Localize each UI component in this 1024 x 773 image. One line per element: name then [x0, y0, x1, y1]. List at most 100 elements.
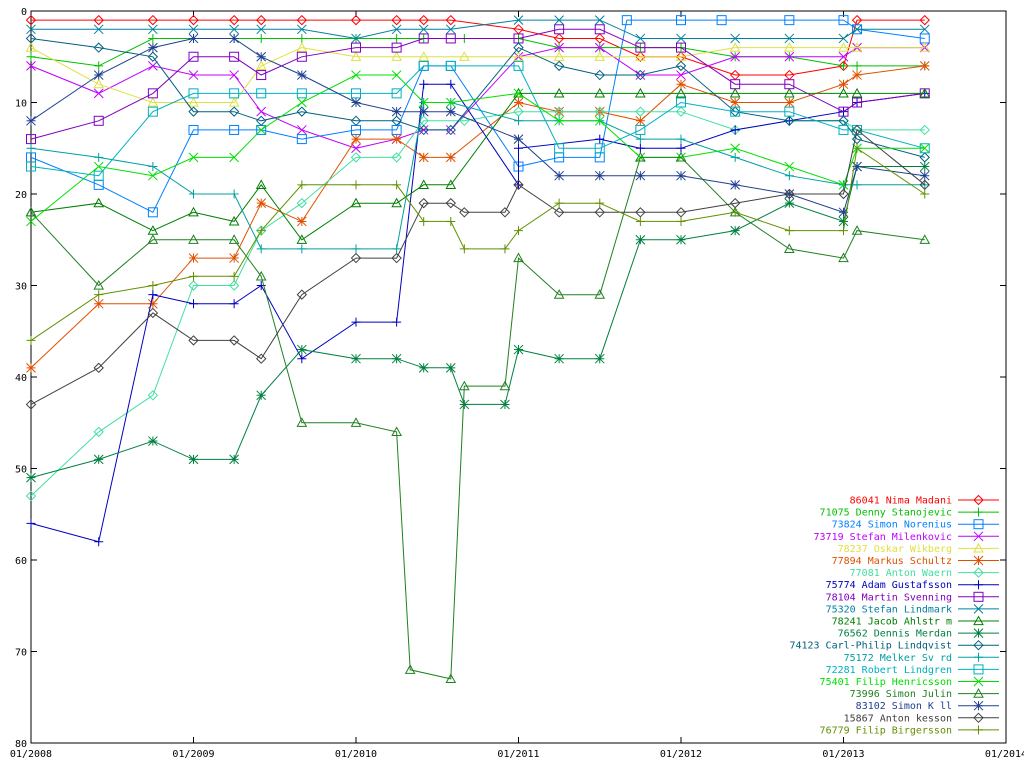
data-point: [256, 88, 267, 99]
data-point: [148, 290, 158, 300]
data-point: [418, 106, 429, 117]
data-point: [391, 88, 402, 99]
data-point: [391, 51, 402, 61]
data-point: [296, 344, 307, 355]
data-point: [676, 143, 686, 153]
series-line: [30, 38, 925, 213]
legend-label: 78104 Martin Svenning: [826, 592, 952, 603]
data-point: [392, 180, 402, 190]
legend-label: 74123 Carl-Philip Lindqvist: [789, 641, 952, 652]
series-1: [26, 33, 930, 71]
legend-marker: [973, 628, 984, 638]
data-point: [351, 134, 361, 144]
data-point: [676, 170, 686, 181]
data-point: [25, 490, 37, 502]
data-point: [296, 97, 307, 108]
data-point: [676, 97, 686, 108]
data-point: [675, 207, 687, 218]
data-point: [514, 143, 523, 153]
data-point: [635, 87, 646, 98]
data-point: [188, 70, 199, 80]
data-point: [229, 24, 239, 35]
legend-marker: [973, 639, 984, 651]
data-point: [26, 472, 36, 483]
series-line: [30, 65, 925, 369]
data-point: [445, 179, 457, 189]
data-point: [26, 335, 36, 345]
data-point: [229, 33, 239, 44]
y-tick-label: 80: [15, 739, 27, 750]
series-5: [26, 61, 930, 373]
data-point: [418, 24, 429, 35]
data-point: [418, 14, 429, 26]
series-line: [30, 166, 925, 479]
data-point: [188, 106, 199, 117]
y-tick-label: 0: [21, 7, 27, 18]
data-point: [148, 170, 158, 181]
data-point: [228, 96, 240, 107]
data-point: [729, 197, 741, 209]
data-point: [229, 454, 239, 465]
data-point: [229, 88, 240, 99]
data-point: [296, 106, 308, 117]
data-point: [513, 179, 524, 191]
series-7: [26, 79, 930, 547]
data-point: [229, 124, 240, 135]
data-point: [147, 234, 159, 244]
data-point: [838, 124, 849, 135]
data-point: [635, 134, 645, 144]
data-point: [351, 70, 361, 80]
data-point: [26, 518, 36, 528]
data-point: [229, 51, 240, 62]
data-point: [594, 106, 605, 117]
data-point: [391, 24, 402, 35]
data-point: [554, 15, 564, 26]
data-point: [418, 179, 430, 189]
data-point: [838, 188, 849, 200]
y-tick-label: 60: [15, 556, 27, 567]
data-point: [784, 33, 795, 44]
legend-marker: [973, 664, 984, 675]
data-point: [852, 61, 862, 71]
data-point: [93, 115, 104, 126]
data-point: [553, 106, 565, 117]
data-point: [784, 161, 795, 172]
data-point: [553, 207, 565, 218]
data-point: [296, 417, 308, 427]
data-point: [188, 33, 199, 44]
data-point: [838, 79, 849, 90]
legend-label: 75172 Melker Sv rd: [844, 653, 952, 664]
data-point: [675, 106, 687, 117]
data-point: [513, 60, 524, 71]
data-point: [514, 116, 523, 126]
data-point: [229, 189, 239, 199]
data-point: [445, 97, 456, 108]
data-point: [594, 33, 605, 44]
series-line: [30, 65, 925, 177]
data-point: [255, 179, 267, 189]
data-point: [554, 143, 565, 154]
data-point: [676, 79, 686, 90]
data-point: [675, 60, 687, 72]
series-8: [26, 24, 930, 145]
data-point: [93, 78, 105, 89]
data-point: [554, 24, 565, 35]
data-point: [392, 33, 402, 43]
data-point: [730, 152, 740, 162]
data-point: [595, 134, 605, 144]
data-point: [229, 253, 239, 263]
data-point: [445, 60, 456, 71]
y-tick-label: 50: [15, 465, 27, 476]
data-point: [445, 124, 456, 136]
data-point: [784, 106, 795, 117]
data-point: [351, 42, 361, 53]
data-point: [730, 125, 740, 135]
data-point: [94, 152, 104, 162]
data-point: [499, 207, 511, 218]
legend-marker: [973, 494, 984, 506]
data-point: [445, 152, 456, 163]
legend-label: 73719 Stefan Milenkovic: [814, 532, 952, 543]
data-point: [296, 134, 307, 145]
data-point: [228, 335, 240, 346]
